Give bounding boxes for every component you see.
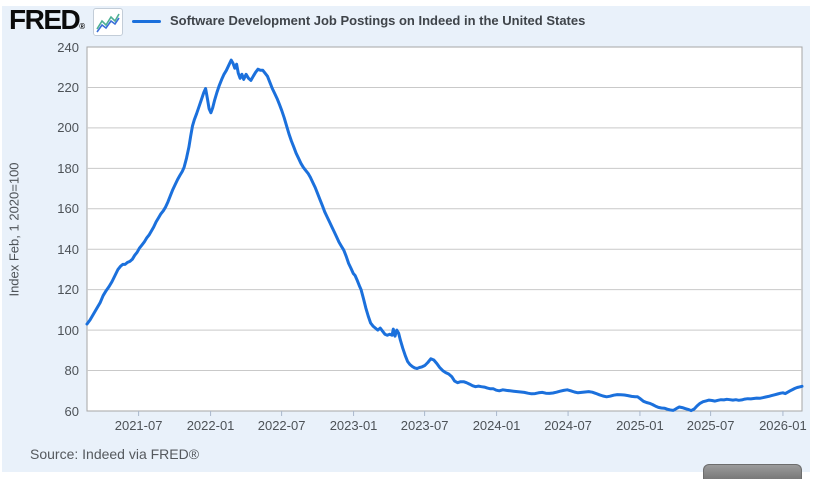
x-tick-label: 2022-01 — [186, 418, 235, 433]
fred-logo-text: FRED — [9, 4, 81, 35]
x-tick-label: 2023-07 — [400, 418, 449, 433]
y-tick-label: 120 — [57, 282, 79, 298]
series-line — [85, 58, 804, 413]
y-tick-label: 220 — [57, 79, 79, 95]
y-tick-label: 180 — [57, 160, 79, 176]
chart-title: Software Development Job Postings on Ind… — [170, 13, 586, 28]
y-tick-label: 160 — [57, 201, 79, 217]
x-tick-label: 2024-07 — [544, 418, 592, 433]
source-attribution: Source: Indeed via FRED® — [30, 446, 200, 462]
x-tick-label: 2021-07 — [114, 418, 163, 433]
registered-mark: ® — [79, 22, 86, 31]
y-axis-title: Index Feb, 1 2020=100 — [6, 162, 22, 297]
y-tick-label: 80 — [64, 363, 79, 379]
x-tick-label: 2023-01 — [329, 418, 378, 433]
x-tick-label: 2026-01 — [759, 418, 807, 433]
y-tick-label: 240 — [57, 39, 79, 55]
y-tick-label: 60 — [64, 403, 79, 419]
fred-chart-icon — [93, 8, 123, 36]
x-tick-label: 2025-07 — [686, 418, 735, 433]
x-tick-label: 2025-01 — [616, 418, 664, 433]
plot-background — [86, 46, 803, 412]
legend-line-swatch — [132, 20, 161, 23]
x-tick-label: 2022-07 — [257, 418, 306, 433]
fred-logo[interactable]: FRED® — [9, 5, 85, 42]
y-tick-label: 140 — [57, 241, 79, 257]
y-tick-label: 200 — [57, 120, 79, 136]
x-tick-label: 2024-01 — [472, 418, 521, 433]
y-tick-label: 100 — [57, 322, 79, 338]
